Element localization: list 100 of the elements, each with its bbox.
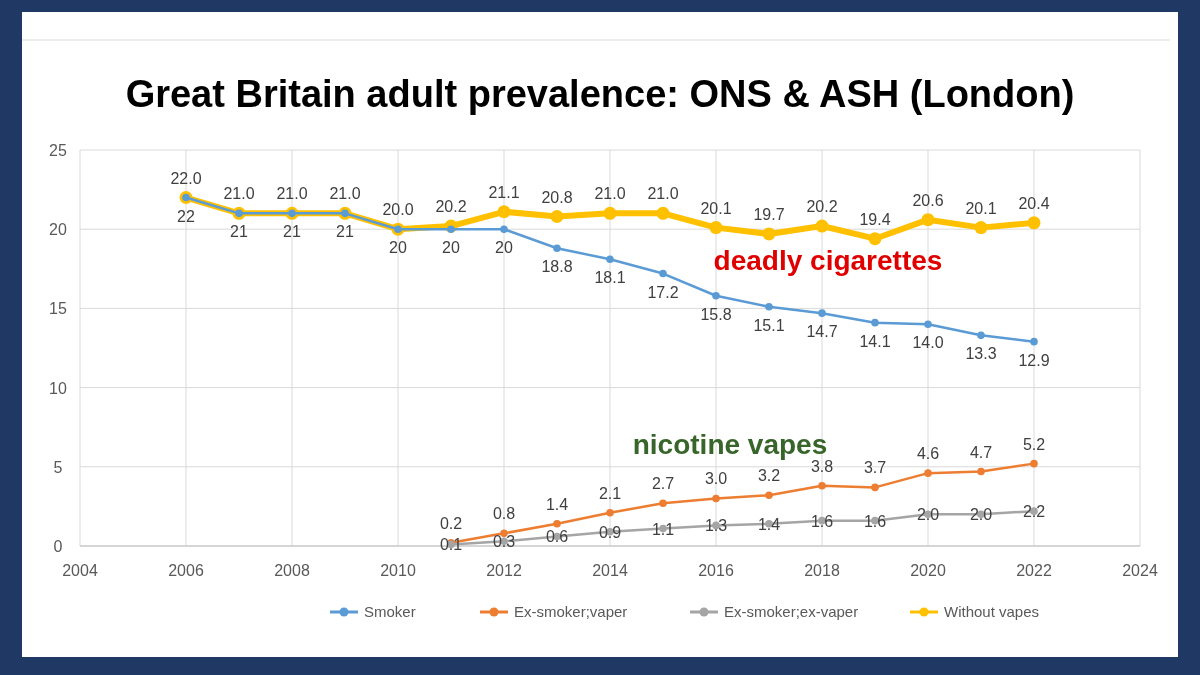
y-tick-label: 15: [49, 300, 67, 318]
annotation: deadly cigarettes: [713, 245, 943, 276]
data-label: 3.7: [863, 459, 887, 477]
y-tick-label: 0: [53, 538, 63, 555]
y-tick-label: 20: [49, 221, 67, 239]
data-label: 2.7: [651, 475, 675, 493]
data-label: 20: [389, 239, 407, 257]
point: [815, 219, 829, 233]
point: [765, 303, 773, 311]
point: [553, 244, 561, 253]
point: [977, 331, 985, 340]
data-label: 1.4: [545, 495, 569, 513]
data-label: 21: [283, 223, 301, 241]
x-tick-label: 2014: [592, 562, 628, 579]
data-label: 21: [336, 223, 354, 241]
data-label: 1.3: [704, 517, 728, 535]
point: [974, 221, 988, 235]
data-label: 20.2: [806, 198, 838, 216]
data-label: 2.0: [916, 506, 940, 524]
point: [553, 520, 561, 528]
data-label: 5.2: [1022, 435, 1046, 453]
data-label: 21.0: [276, 185, 308, 203]
data-label: 3.0: [704, 470, 728, 488]
data-label: 2.0: [969, 506, 993, 524]
point: [603, 206, 617, 220]
point: [765, 491, 773, 500]
data-label: 21.0: [647, 185, 679, 203]
data-label: 0.8: [492, 505, 516, 523]
data-label: 15.8: [700, 305, 732, 323]
legend-label: Ex-smoker;vaper: [514, 603, 628, 620]
data-label: 1.1: [651, 520, 675, 538]
point: [762, 227, 776, 241]
point: [656, 206, 670, 220]
data-label: 18.8: [541, 258, 573, 276]
x-tick-label: 2016: [698, 562, 734, 579]
legend-label: Without vapes: [944, 603, 1040, 620]
data-label: 20.1: [700, 199, 732, 217]
data-label: 1.6: [810, 512, 834, 530]
data-label: 14.0: [912, 334, 944, 352]
data-label: 17.2: [647, 283, 679, 301]
data-label: 14.1: [859, 332, 891, 350]
data-label: 12.9: [1018, 351, 1050, 369]
point: [659, 499, 667, 508]
annotation: nicotine vapes: [632, 429, 828, 460]
data-label: 20: [495, 239, 513, 257]
chart-title: Great Britain adult prevalence: ONS & ASH (London): [125, 73, 1075, 115]
x-tick-label: 2024: [1122, 562, 1158, 579]
x-tick-label: 2004: [62, 562, 98, 579]
y-tick-label: 25: [49, 142, 67, 159]
point: [550, 210, 564, 224]
point: [871, 483, 879, 492]
point: [977, 467, 985, 476]
data-label: 1.4: [757, 515, 781, 533]
data-label: 19.4: [859, 210, 891, 228]
data-label: 1.6: [863, 512, 887, 530]
point: [818, 482, 826, 490]
data-label: 3.8: [810, 457, 834, 475]
data-label: 20.4: [1018, 194, 1050, 212]
data-label: 20.6: [912, 191, 944, 209]
x-tick-label: 2012: [486, 562, 522, 579]
point: [712, 494, 720, 503]
legend-label: Ex-smoker;ex-vaper: [724, 603, 859, 620]
point: [871, 318, 879, 327]
x-tick-label: 2020: [910, 562, 946, 579]
point: [924, 320, 932, 329]
point: [497, 205, 511, 219]
data-label: 18.1: [594, 269, 626, 287]
x-tick-label: 2010: [380, 562, 416, 579]
point: [868, 232, 882, 246]
data-label: 20.0: [382, 201, 414, 219]
point: [818, 309, 826, 317]
data-label: 2.2: [1022, 503, 1046, 521]
data-label: 20.8: [541, 188, 573, 206]
point: [659, 269, 667, 278]
point: [709, 221, 723, 235]
x-tick-label: 2006: [168, 562, 204, 579]
point: [924, 469, 932, 477]
data-label: 19.7: [753, 205, 785, 223]
x-tick-label: 2018: [804, 562, 840, 579]
data-label: 22.0: [170, 169, 202, 187]
point: [606, 255, 614, 264]
data-label: 3.2: [757, 467, 781, 485]
data-label: 15.1: [753, 316, 785, 334]
data-label: 20: [442, 239, 460, 257]
data-label: 14.7: [806, 323, 838, 341]
y-tick-label: 5: [53, 458, 63, 476]
data-label: 4.6: [916, 445, 940, 463]
point: [921, 213, 935, 227]
point: [606, 508, 614, 517]
point: [1030, 337, 1038, 346]
x-tick-label: 2008: [274, 562, 310, 579]
x-tick-label: 2022: [1016, 562, 1052, 579]
data-label: 0.9: [598, 523, 622, 541]
data-label: 21: [230, 223, 248, 241]
data-label: 13.3: [965, 345, 997, 363]
point: [712, 291, 720, 300]
data-label: 0.3: [492, 533, 516, 551]
data-label: 21.1: [488, 183, 520, 201]
data-label: 21.0: [594, 185, 626, 203]
data-label: 0.2: [439, 514, 463, 532]
